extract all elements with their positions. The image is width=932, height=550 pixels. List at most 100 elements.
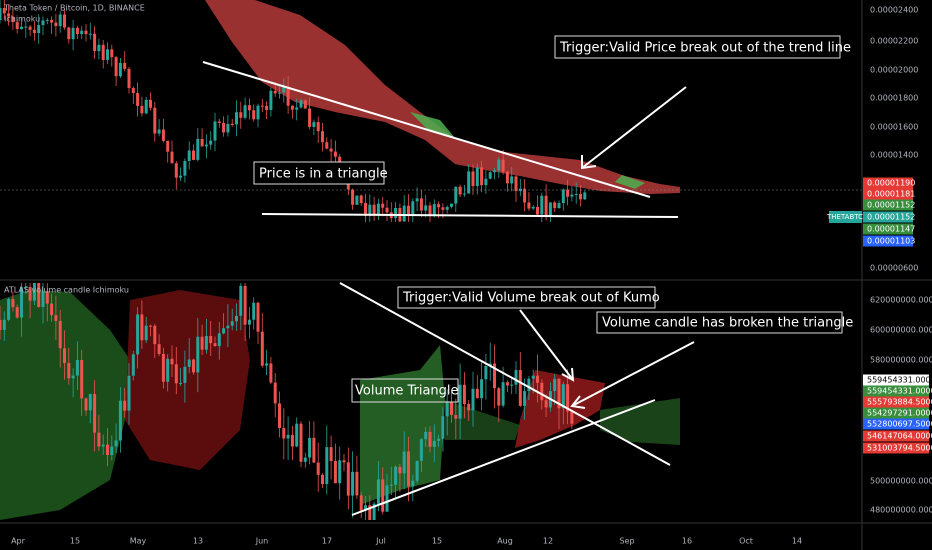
candle-body (101, 444, 105, 447)
candle-body (372, 503, 376, 520)
candle-body (149, 325, 152, 327)
candle-body (286, 87, 290, 106)
candle-body (118, 400, 122, 441)
volume-tick-label: 580000000.00000000 (870, 356, 932, 365)
candle-body (54, 22, 58, 27)
candle-body (11, 299, 15, 308)
candle-body (179, 382, 183, 384)
candle-body (458, 186, 462, 195)
arrow (519, 309, 574, 381)
candle-body (243, 285, 247, 325)
candle-body (527, 202, 531, 209)
candle-body (200, 138, 204, 147)
candle-body (217, 121, 221, 123)
volume-tag-label: 559454331.00000000 (867, 376, 932, 385)
arrow-head (570, 395, 586, 409)
candle-body (536, 375, 539, 383)
candle-body (424, 431, 428, 440)
candle-body (50, 19, 54, 23)
candle-body (428, 205, 432, 216)
candle-body (265, 363, 269, 366)
candle-body (437, 438, 441, 441)
volume-tick-label: 500000000.00000000 (870, 477, 932, 486)
candle-body (213, 121, 217, 141)
candle-body (359, 495, 363, 511)
candle-body (342, 460, 346, 463)
candle-body (316, 122, 320, 132)
candle-body (24, 26, 28, 28)
volume-tag-label: 559454331.00000000 (867, 387, 932, 396)
candle-body (269, 363, 273, 383)
candle-body (32, 29, 36, 34)
volume-tag-label: 552800697.50000000 (867, 420, 932, 429)
candle-body (101, 44, 105, 60)
annotation-box (596, 311, 843, 334)
candle-body (174, 364, 178, 384)
candle-body (290, 434, 294, 447)
price-tag (863, 235, 913, 247)
candle-body (45, 19, 49, 21)
candle-body (523, 391, 527, 406)
candle-body (200, 336, 204, 350)
candle-body (114, 57, 118, 77)
candle-body (226, 325, 230, 329)
candle-body (32, 283, 36, 301)
time-tick-label: Aug (497, 537, 513, 546)
candle-body (308, 108, 312, 127)
candle-body (299, 423, 303, 462)
candle-body (7, 13, 11, 17)
candle-body (50, 303, 54, 316)
candle-body (566, 384, 570, 412)
candle-body (144, 325, 148, 341)
candle-body (2, 8, 6, 14)
candle-body (510, 384, 514, 386)
candle-body (316, 462, 320, 475)
candle-body (505, 171, 509, 184)
candle-body (20, 287, 23, 318)
candle-body (493, 170, 496, 173)
candle-body (462, 384, 466, 404)
candle-body (544, 195, 548, 217)
candle-body (118, 62, 122, 77)
candle-body (247, 105, 251, 111)
candle-body (88, 33, 92, 35)
candle-body (20, 26, 23, 30)
annotation-box (253, 161, 385, 185)
candle-body (462, 193, 466, 195)
axes: 0.00002400 0.00002200 0.00002000 0.00001800… (11, 6, 932, 546)
candle-body (84, 398, 88, 411)
time-tick-label: 15 (70, 537, 80, 546)
candle-body (441, 416, 445, 439)
candle-body (333, 151, 337, 157)
candle-body (488, 172, 492, 179)
candle-body (514, 176, 518, 191)
candle-body (260, 331, 264, 366)
candle-body (325, 142, 329, 149)
candle-body (0, 320, 2, 330)
candle-body (501, 159, 505, 172)
candle-body (93, 394, 97, 433)
candle-body (170, 151, 174, 164)
candle-body (153, 107, 157, 134)
price-tag (863, 188, 913, 200)
candle-body (67, 363, 71, 379)
candle-body (209, 140, 213, 145)
price-tick-label: 0.00001400 (870, 151, 918, 160)
candle-body (407, 451, 410, 487)
candle-body (364, 505, 367, 511)
volume-tag (863, 396, 929, 408)
candle-body (93, 33, 97, 52)
candle-body (493, 363, 496, 389)
candle-body (333, 460, 337, 484)
candle-body (187, 359, 191, 367)
candle-body (553, 378, 557, 392)
candle-body (557, 378, 561, 409)
candle-body (376, 203, 380, 214)
candle-body (170, 358, 174, 365)
candle-body (432, 204, 436, 216)
volume-tag-label: 555793884.50000000 (867, 398, 932, 407)
ticker-tag-text: THETABTC (826, 213, 863, 221)
candle-body (570, 411, 574, 424)
